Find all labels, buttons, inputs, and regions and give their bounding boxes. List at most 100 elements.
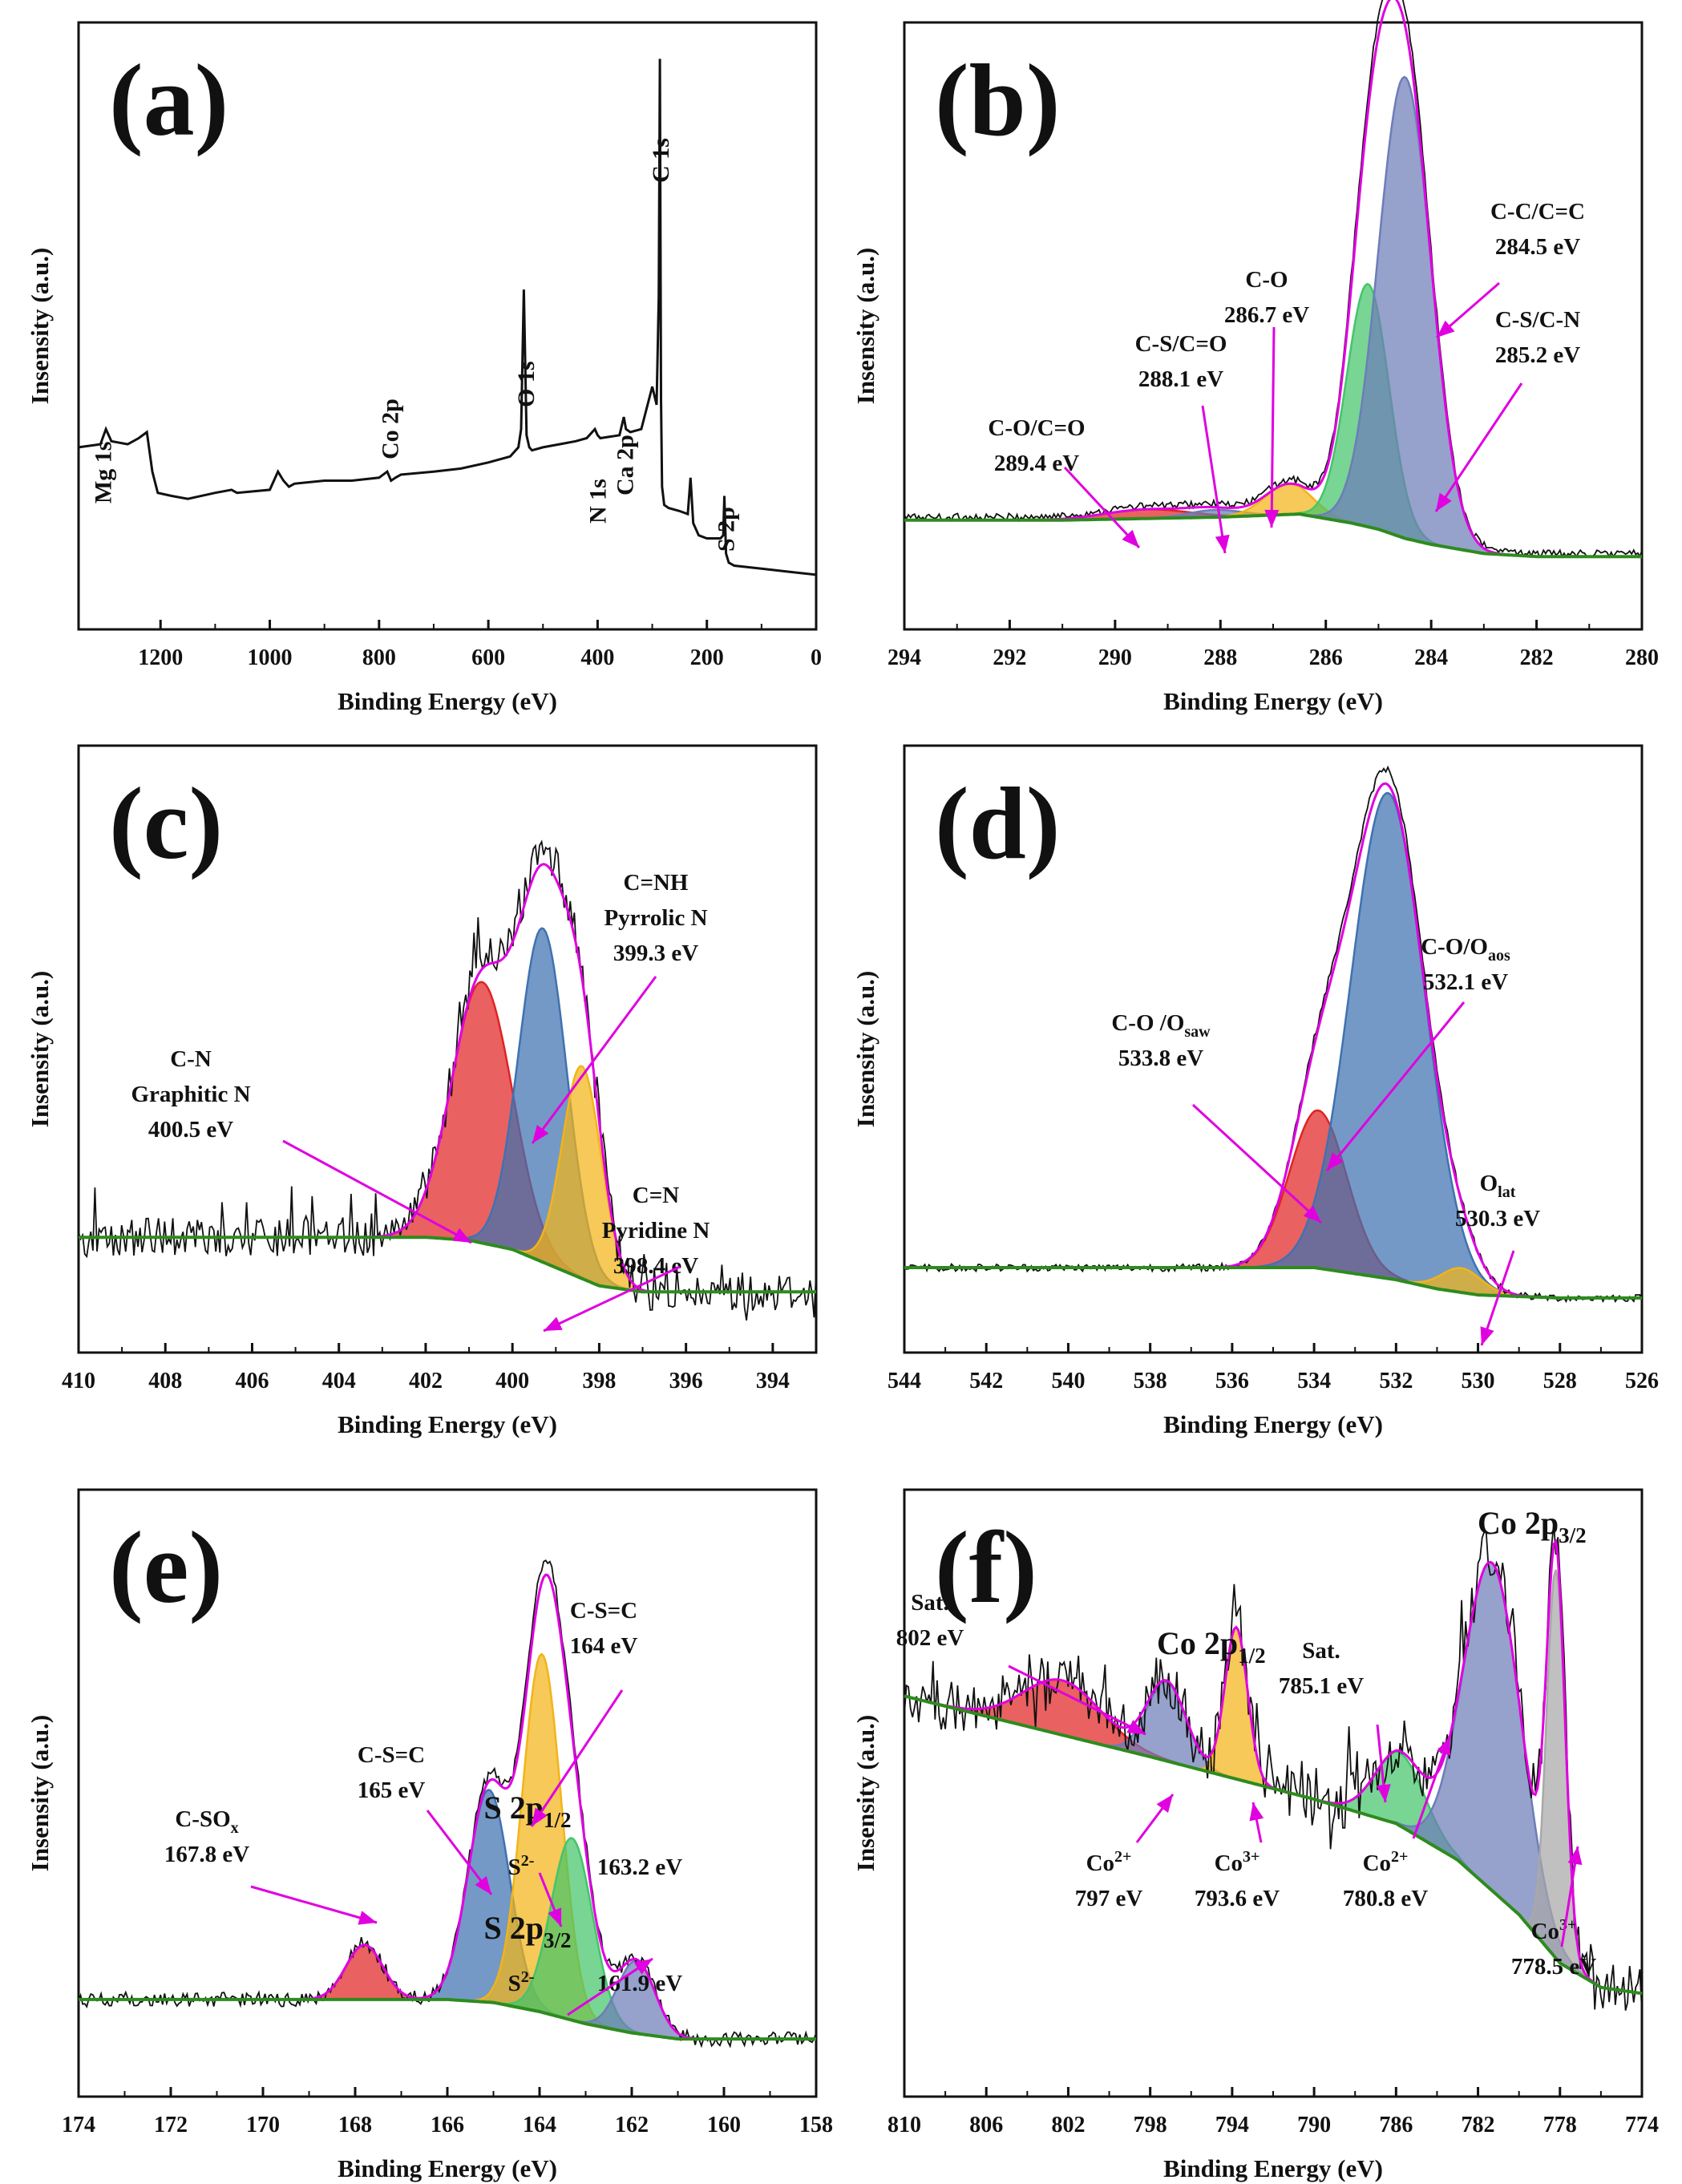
x-tick-label: 294 <box>887 645 921 670</box>
annotation-label: C-SOx <box>175 1806 238 1837</box>
plot-frame <box>77 744 818 1354</box>
panel-c: 410 408 406 404 402 400 398 396 394 Binding Energ… <box>26 744 818 1438</box>
annotation-label: Sat. <box>1302 1638 1340 1664</box>
x-tick-label: 528 <box>1543 1369 1577 1393</box>
annotation-label: Co 2p1/2 <box>1157 1625 1266 1668</box>
panel-label: (a) <box>109 43 228 157</box>
annotation-arrow <box>531 976 657 1144</box>
x-tick-label: 538 <box>1134 1369 1167 1393</box>
annotation-arrowhead <box>1303 1205 1321 1223</box>
annotation-arrowhead <box>358 1911 377 1925</box>
annotation-label: C-S=C <box>570 1598 637 1624</box>
x-tick-label: 410 <box>62 1369 95 1393</box>
annotation-arrowhead <box>1436 492 1452 512</box>
background-line <box>79 1236 816 1294</box>
annotation-value: 161.9 eV <box>597 1971 682 1996</box>
x-tick-label: 280 <box>1625 645 1659 670</box>
annotation-value: 778.5 eV <box>1511 1954 1596 1980</box>
annotation-value: 530.3 eV <box>1455 1206 1540 1232</box>
x-tick-label: 288 <box>1203 645 1237 670</box>
annotation-value: 289.4 eV <box>994 451 1079 476</box>
annotation-label: C=NH <box>624 870 689 896</box>
x-tick-label: 406 <box>235 1369 269 1393</box>
x-tick-label: 284 <box>1414 645 1448 670</box>
annotation-value: 802 eV <box>896 1625 964 1651</box>
x-tick-label: 408 <box>148 1369 182 1393</box>
annotation-arrow <box>1325 1001 1466 1171</box>
peak-label: O 1s <box>513 361 540 407</box>
annotation-value: 164 eV <box>570 1633 638 1659</box>
annotation-value: 785.1 eV <box>1279 1673 1364 1699</box>
x-tick-label: 530 <box>1462 1369 1495 1393</box>
annotation-value: 780.8 eV <box>1343 1886 1428 1911</box>
y-axis-label: Insensity (a.u.) <box>851 1715 879 1872</box>
annotation-arrowhead <box>532 1124 549 1143</box>
x-tick-label: 174 <box>62 2113 95 2137</box>
x-tick-label: 800 <box>362 645 396 670</box>
annotation-arrowhead <box>1249 1802 1264 1822</box>
x-axis-label: Binding Energy (eV) <box>1163 687 1383 715</box>
x-tick-label: 782 <box>1462 2113 1495 2137</box>
x-tick-label: 162 <box>615 2113 649 2137</box>
y-axis-label: Insensity (a.u.) <box>851 971 879 1128</box>
annotation-arrowhead <box>1264 509 1280 528</box>
annotation-value: 400.5 eV <box>148 1117 233 1143</box>
x-axis-label: Binding Energy (eV) <box>1163 1410 1383 1438</box>
x-tick-label: 290 <box>1098 645 1132 670</box>
annotation-arrowhead <box>1156 1794 1173 1813</box>
x-tick-label: 532 <box>1379 1369 1413 1393</box>
component-peak <box>904 1266 1642 1300</box>
panel-label: (d) <box>935 766 1060 880</box>
x-tick-label: 166 <box>431 2113 464 2137</box>
panel-label: (c) <box>109 766 223 880</box>
x-tick-label: 544 <box>887 1369 921 1393</box>
annotation-value: 398.4 eV <box>613 1253 698 1279</box>
peak-label: N 1s <box>584 479 611 524</box>
x-tick-label: 542 <box>969 1369 1003 1393</box>
annotation-arrow <box>1201 405 1227 554</box>
x-tick-label: 396 <box>669 1369 703 1393</box>
annotation-arrowhead <box>1327 1152 1344 1171</box>
annotation-value: 288.1 eV <box>1138 366 1223 392</box>
annotation-arrowhead <box>1480 1326 1494 1345</box>
panel-label: (f) <box>935 1511 1037 1624</box>
annotation-arrowhead <box>1122 529 1139 548</box>
y-axis-label: Insensity (a.u.) <box>851 248 879 405</box>
x-axis-label: Binding Energy (eV) <box>338 2154 557 2182</box>
x-tick-label: 158 <box>799 2113 833 2137</box>
annotation-label: C-O /Osaw <box>1111 1010 1211 1041</box>
annotation-value: 286.7 eV <box>1224 302 1309 328</box>
x-tick-label: 534 <box>1297 1369 1331 1393</box>
x-tick-label: 168 <box>338 2113 372 2137</box>
annotation-arrow <box>282 1139 472 1244</box>
annotation-label: C-O/Oaos <box>1421 934 1510 965</box>
panel-f: 810 806 802 798 794 790 786 782 778 774 Binding En… <box>851 1488 1659 2182</box>
annotation-value: Pyrrolic N <box>604 905 707 931</box>
survey-spectrum <box>78 59 817 576</box>
plot-frame <box>77 21 818 631</box>
annotation-arrowhead <box>475 1876 491 1895</box>
x-tick-label: 1200 <box>138 645 183 670</box>
x-tick-label: 172 <box>154 2113 188 2137</box>
annotation-arrow <box>543 1265 681 1333</box>
annotation-arrowhead <box>548 1907 562 1927</box>
annotation-value: 284.5 eV <box>1495 234 1580 260</box>
x-tick-label: 282 <box>1520 645 1554 670</box>
y-axis-label: Insensity (a.u.) <box>26 248 54 405</box>
annotation-arrow <box>1063 466 1141 549</box>
annotation-label: S2- <box>508 1852 535 1880</box>
panel-a: 1200 1000 800 600 400 200 0 Binding Energy (eV)… <box>26 21 822 715</box>
x-tick-label: 600 <box>471 645 505 670</box>
annotation-arrowhead <box>633 1959 653 1975</box>
annotation-arrowhead <box>544 1316 563 1331</box>
annotation-label: C-N <box>170 1046 212 1072</box>
x-tick-label: 398 <box>582 1369 616 1393</box>
x-tick-label: 526 <box>1625 1369 1659 1393</box>
x-tick-label: 540 <box>1051 1369 1085 1393</box>
x-tick-label: 794 <box>1215 2113 1249 2137</box>
annotation-value: 797 eV <box>1075 1886 1143 1911</box>
annotation-arrowhead <box>1437 1737 1451 1756</box>
annotation-value: 165 eV <box>358 1778 426 1803</box>
annotation-arrow <box>1191 1103 1323 1224</box>
annotation-value: 285.2 eV <box>1495 342 1580 368</box>
